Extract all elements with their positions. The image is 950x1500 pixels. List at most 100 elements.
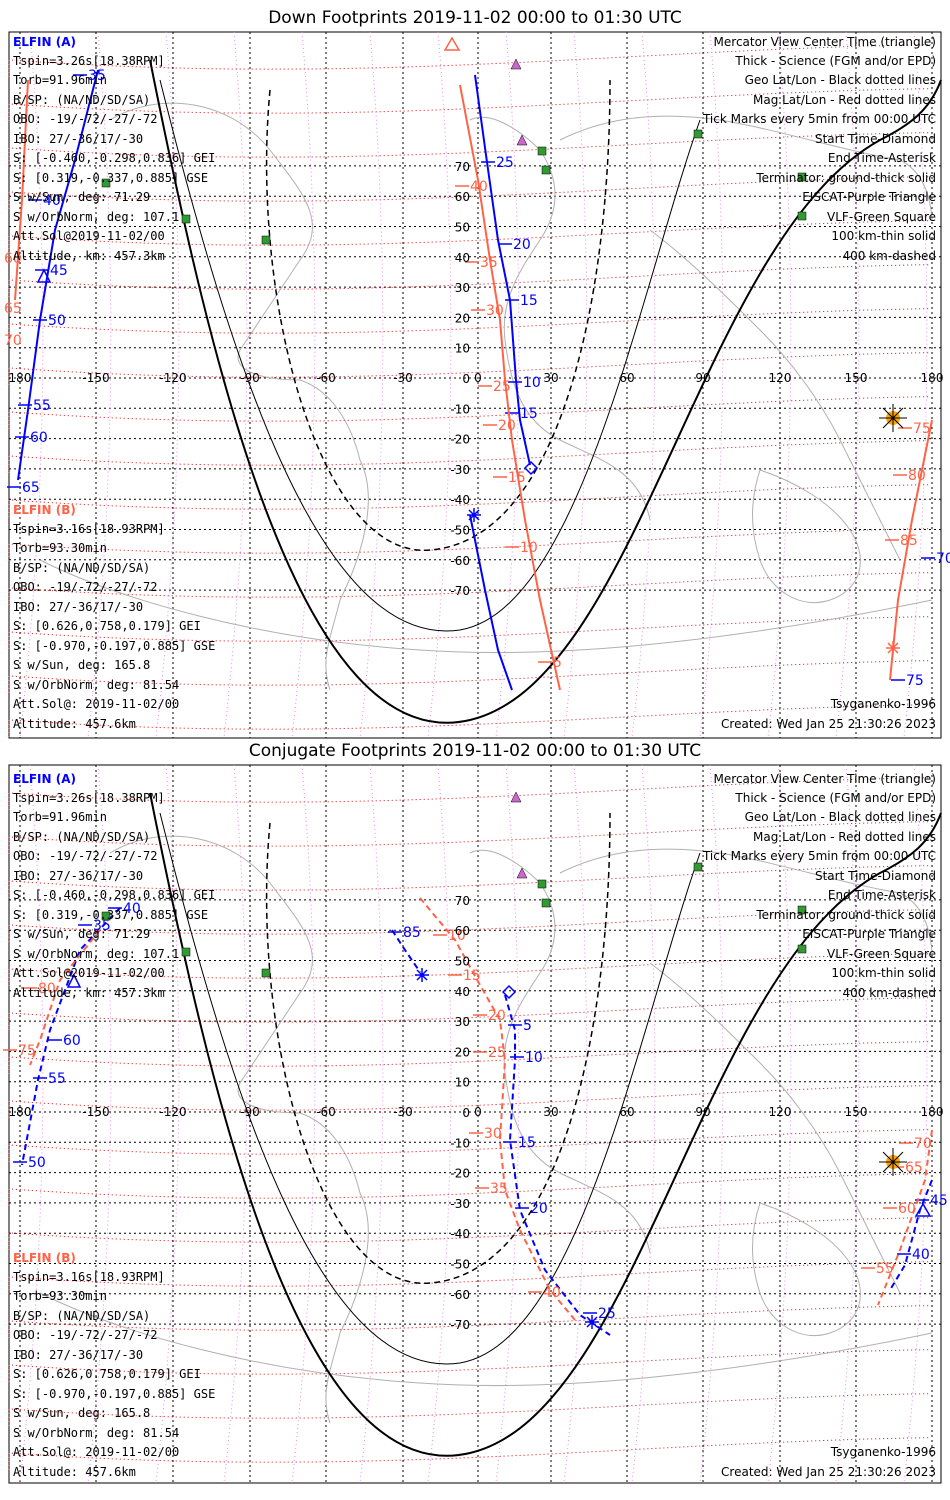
info-line: Altitude: 457.6km <box>13 717 136 731</box>
legend-item: 400 km-dashed <box>842 249 936 263</box>
start-diamond-icon <box>523 460 539 476</box>
track-tick-label: 25 <box>598 1306 616 1322</box>
track-tick-label: 5 <box>523 1018 532 1034</box>
satellite-tracks: 3540455055606525201510154035302520151057… <box>4 36 950 691</box>
elfin-a-header: ELFIN (A) <box>13 772 76 786</box>
lat-tick-label: -30 <box>450 1197 470 1211</box>
lat-tick-label: 20 <box>455 311 470 325</box>
lat-tick-label: -60 <box>450 1288 470 1302</box>
eiscat-triangle-icon <box>516 134 528 146</box>
conjugate-footprints-panel: Conjugate Footprints 2019-11-02 00:00 to… <box>3 741 948 1484</box>
track-tick-label: 45 <box>50 263 68 279</box>
info-line: Altitude: 457.6km <box>13 1465 136 1479</box>
lat-tick-label: -70 <box>450 584 470 598</box>
lat-tick-label: 60 <box>455 190 470 204</box>
track-tick-label: 60 <box>30 430 48 446</box>
track-tick-label: 35 <box>88 68 106 84</box>
lon-tick-label: -30 <box>393 1105 413 1119</box>
vlf-square-icon <box>797 211 807 221</box>
track-tick-label: 25 <box>493 379 511 395</box>
info-line: IBO: 27/-36/17/-30 <box>13 869 143 883</box>
track-tick-label: 65 <box>22 480 40 496</box>
lat-tick-label: 40 <box>455 985 470 999</box>
lat-tick-label: 50 <box>455 955 470 969</box>
lon-tick-label: 30 <box>543 371 558 385</box>
track-tick-label: 75 <box>18 1043 36 1059</box>
lat-tick-label: 60 <box>455 924 470 938</box>
lat-tick-label: 30 <box>455 281 470 295</box>
vlf-square-icon <box>797 905 807 915</box>
elfin-a-info: ELFIN (A) Tspin=3.26s[18.38RPM] Torb=91.… <box>13 772 215 1000</box>
info-line: OBO: -19/-72/-27/-72 <box>13 1328 158 1342</box>
track-tick-label: 30 <box>486 303 504 319</box>
track-tick-label: 40 <box>543 1285 561 1301</box>
lon-tick-label: 180 <box>921 371 944 385</box>
lon-tick-label: 0 <box>474 371 482 385</box>
coastline <box>752 469 861 604</box>
track-tick-label: 20 <box>488 1008 506 1024</box>
elfin-b-track <box>419 897 576 1321</box>
legend-item: 400 km-dashed <box>842 986 936 1000</box>
map-frame <box>8 764 942 1484</box>
mag-lon-gridline <box>631 764 656 1484</box>
track-tick-label: 15 <box>508 470 526 486</box>
elfin-a-header: ELFIN (A) <box>13 35 76 49</box>
track-tick-label: 60 <box>898 1201 916 1217</box>
track-tick-label: 65 <box>905 1160 923 1176</box>
vlf-square-icon <box>101 178 111 188</box>
info-line: Att.Sol@: 2019-11-02/00 <box>13 1445 179 1459</box>
track-tick-label: 85 <box>900 533 918 549</box>
lat-tick-label: -40 <box>450 493 470 507</box>
mag-lon-gridline <box>155 764 180 1484</box>
coastline <box>752 1202 861 1337</box>
track-tick-label: 15 <box>463 968 481 984</box>
info-line: S: [0.319,-0.337,0.885] GSE <box>13 908 208 922</box>
track-tick-label: 10 <box>448 928 466 944</box>
track-tick-label: 10 <box>525 1050 543 1066</box>
elfin-b-info: ELFIN (B) Tspin=3.16s[18.93RPM] Torb=93.… <box>13 503 215 731</box>
panel-title: Down Footprints 2019-11-02 00:00 to 01:3… <box>268 8 682 28</box>
mag-lon-gridline <box>699 31 724 739</box>
track-tick-label: 15 <box>520 293 538 309</box>
legend-item: VLF-Green Square <box>827 947 936 961</box>
eiscat-triangle-icon <box>516 867 528 879</box>
mag-lon-gridline <box>835 764 860 1484</box>
center-triangle-icon <box>914 1202 932 1217</box>
station-markers <box>101 791 907 1176</box>
info-line: S w/OrbNorm, deg: 107.1 <box>13 947 179 961</box>
legend: Mercator View Center Time (triangle) Thi… <box>702 772 936 1000</box>
legend-item: Tick Marks every 5min from 00:00 UTC <box>702 112 936 126</box>
station-markers <box>101 58 907 432</box>
lat-tick-label: 10 <box>455 342 470 356</box>
lat-tick-label: -20 <box>450 433 470 447</box>
mag-lon-gridline <box>563 31 588 739</box>
info-line: Torb=93.30min <box>13 541 107 555</box>
mag-lon-gridline <box>495 31 520 739</box>
legend-item: Terminator: ground-thick solid <box>755 171 936 185</box>
track-tick-label: 55 <box>48 1071 66 1087</box>
track-tick-label: 35 <box>93 918 111 934</box>
legend-item: End Time-Asterisk <box>828 151 936 165</box>
lat-tick-label: -70 <box>450 1318 470 1332</box>
legend-item: Thick - Science (FGM and/or EPD) <box>734 54 936 68</box>
legend-item: Mag Lat/Lon - Red dotted lines <box>753 830 936 844</box>
lat-tick-label: 70 <box>455 894 470 908</box>
legend-item: Terminator: ground-thick solid <box>755 908 936 922</box>
coastline <box>649 962 901 1294</box>
mag-lon-gridline <box>495 764 520 1484</box>
info-line: S w/Sun, deg: 165.8 <box>13 1406 150 1420</box>
coastline <box>39 1292 933 1387</box>
info-line: B/SP: (NA/ND/SD/SA) <box>13 830 150 844</box>
lon-tick-label: 90 <box>695 371 710 385</box>
legend-item: Start Time-Diamond <box>815 869 936 883</box>
track-tick-label: 70 <box>914 1136 932 1152</box>
elfin-a-track <box>469 514 513 691</box>
elfin-a-track <box>21 907 121 1166</box>
legend-item: Thick - Science (FGM and/or EPD) <box>734 791 936 805</box>
lon-tick-label: -150 <box>82 1105 109 1119</box>
lon-tick-label: 120 <box>769 371 792 385</box>
lon-tick-label: -90 <box>240 1105 260 1119</box>
legend-item: Tick Marks every 5min from 00:00 UTC <box>702 849 936 863</box>
elfin-b-track <box>29 929 101 1066</box>
lon-tick-label: 120 <box>769 1105 792 1119</box>
